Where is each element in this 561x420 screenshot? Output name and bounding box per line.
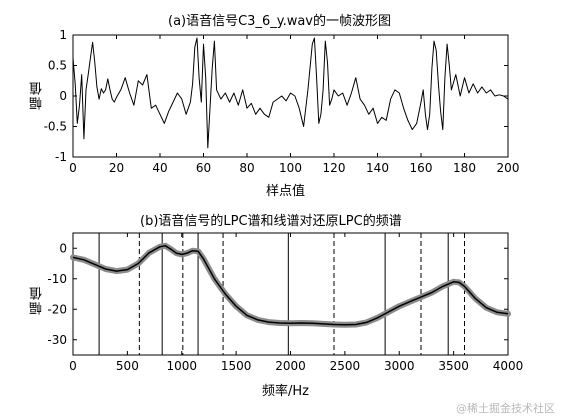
chart-a-xtick-label-2: 40: [152, 161, 167, 175]
chart-a-ytick-label-3: 0.5: [48, 59, 67, 73]
chart-b-ytick-label-1: -20: [47, 302, 67, 316]
chart-b-series-lsp-spectrum: [72, 245, 509, 326]
chart-a-xtick-label-0: 0: [69, 161, 77, 175]
chart-a-xtick-label-4: 80: [239, 161, 254, 175]
chart-a-xtick-label-8: 160: [410, 161, 433, 175]
chart-b-xtick-label-5: 2500: [330, 359, 361, 373]
chart-b-xlabel: 频率/Hz: [262, 384, 309, 399]
chart-a-xlabel: 样点值: [266, 184, 306, 199]
chart-b-xtick-label-6: 3000: [384, 359, 415, 373]
chart-b-xtick-label-4: 2000: [275, 359, 306, 373]
watermark: @稀土掘金技术社区: [456, 402, 555, 415]
chart-b-ytick-label-3: 0: [59, 241, 67, 255]
chart-b-ytick-label-2: -10: [47, 272, 67, 286]
chart-a-xtick-label-3: 60: [196, 161, 211, 175]
chart-b-xtick-label-8: 4000: [493, 359, 524, 373]
chart-b-xtick-label-7: 3500: [438, 359, 469, 373]
chart-b-xtick-label-1: 500: [116, 359, 139, 373]
chart-b-xtick-label-0: 0: [69, 359, 77, 373]
chart-a-title: (a)语音信号C3_6_y.wav的一帧波形图: [168, 14, 391, 29]
chart-a-xtick-label-6: 120: [323, 161, 346, 175]
chart-a-ytick-label-4: 1: [59, 28, 67, 42]
chart-b-ylabel: 幅值: [30, 285, 45, 315]
chart-b-axes-box: [72, 232, 509, 356]
chart-a-ylabel: 幅值: [30, 80, 45, 110]
chart-a-axes-box: [72, 34, 509, 158]
chart-a-xtick-label-10: 200: [497, 161, 520, 175]
chart-b-xtick-label-2: 1000: [166, 359, 197, 373]
chart-a-series-waveform: [72, 37, 509, 149]
chart-a-ytick-label-2: 0: [59, 89, 67, 103]
chart-b-title: (b)语音信号的LPC谱和线谱对还原LPC的频谱: [140, 214, 402, 229]
chart-a-xtick-label-7: 140: [366, 161, 389, 175]
chart-a-xtick-label-9: 180: [453, 161, 476, 175]
chart-a-xtick-label-1: 20: [109, 161, 124, 175]
chart-b-ytick-label-0: -30: [47, 333, 67, 347]
chart-a-xtick-label-5: 100: [279, 161, 302, 175]
chart-a-ytick-label-1: -0.5: [44, 120, 67, 134]
chart-b-xtick-label-3: 1500: [221, 359, 252, 373]
chart-a-ytick-label-0: -1: [55, 150, 67, 164]
